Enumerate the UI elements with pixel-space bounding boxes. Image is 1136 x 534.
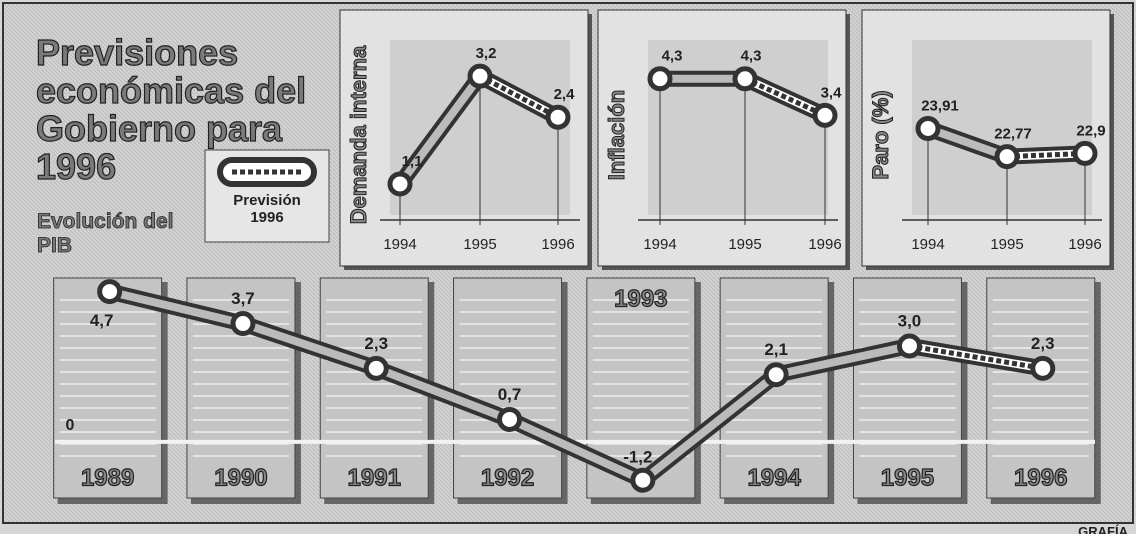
x-tick-label: 1996 [1068, 236, 1101, 253]
value-label: 1,1 [402, 153, 423, 170]
x-tick-label: 1994 [747, 464, 801, 491]
value-label: 2,1 [764, 340, 788, 359]
infographic: 1989 1990 1991 1992 1993 1994 1995 1996 0 4,7 3,7 2… [0, 0, 1136, 534]
x-tick-label: 1991 [348, 464, 401, 491]
x-tick-label: 1995 [728, 236, 761, 253]
point [735, 69, 755, 89]
x-tick-label: 1995 [990, 236, 1023, 253]
y-tick-label: 0 [66, 417, 75, 434]
point [1033, 358, 1053, 378]
point [366, 358, 386, 378]
value-label: 0,7 [498, 385, 522, 404]
value-label: 3,7 [231, 289, 255, 308]
value-label: 4,7 [90, 311, 114, 330]
value-label: 3,4 [821, 84, 843, 101]
point [500, 409, 520, 429]
point [1075, 143, 1095, 163]
page-title: Previsiones económicas del Gobierno para… [36, 34, 336, 186]
value-label: 3,0 [898, 311, 922, 330]
point [390, 174, 410, 194]
point [548, 107, 568, 127]
point [100, 282, 120, 302]
legend-label: Previsión 1996 [222, 192, 312, 226]
value-label: 22,77 [994, 126, 1032, 143]
point [470, 66, 490, 86]
panel-art [648, 40, 828, 215]
value-label: 2,3 [1031, 334, 1055, 353]
value-label: 2,3 [364, 334, 388, 353]
x-tick-label: 1995 [881, 464, 934, 491]
chart-title: Paro (%) [868, 90, 893, 179]
point [766, 365, 786, 385]
point [650, 69, 670, 89]
x-tick-label: 1995 [463, 236, 496, 253]
x-tick-label: 1992 [481, 464, 534, 491]
value-label: 4,3 [741, 48, 762, 65]
value-label: 22,9 [1076, 122, 1105, 139]
chart-title: Inflación [604, 90, 629, 180]
value-label: -1,2 [623, 448, 652, 467]
value-label: 3,2 [476, 45, 497, 62]
x-tick-label: 1993 [614, 285, 667, 312]
chart-title: Demanda interna [346, 45, 371, 224]
point [233, 314, 253, 334]
point [633, 470, 653, 490]
x-tick-label: 1989 [81, 464, 134, 491]
x-tick-label: 1996 [808, 236, 841, 253]
pib-title: Evolución del PIB [37, 210, 197, 258]
point [899, 336, 919, 356]
x-tick-label: 1996 [541, 236, 574, 253]
x-tick-label: 1994 [643, 236, 676, 253]
value-label: 23,91 [921, 97, 959, 114]
value-label: 4,3 [662, 48, 683, 65]
x-tick-label: 1996 [1014, 464, 1067, 491]
value-label: 2,4 [554, 86, 576, 103]
x-tick-label: 1994 [383, 236, 416, 253]
x-tick-label: 1990 [214, 464, 267, 491]
source: GRAFÍA [1078, 524, 1128, 534]
point [918, 118, 938, 138]
point [997, 147, 1017, 167]
point [815, 105, 835, 125]
x-tick-label: 1994 [911, 236, 944, 253]
